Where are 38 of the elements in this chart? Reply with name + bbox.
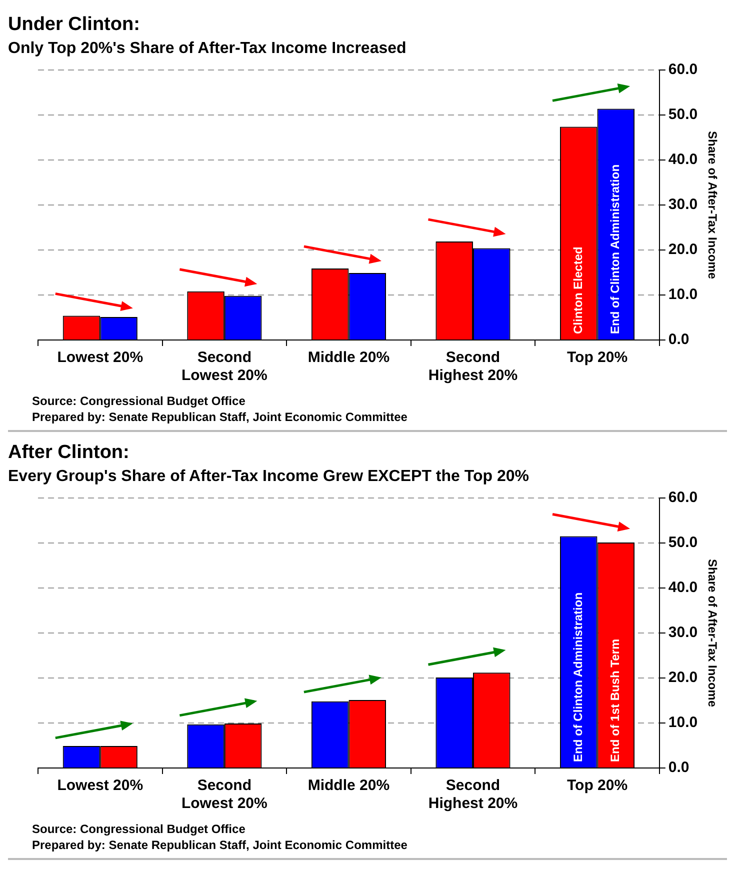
- chart-subtitle: Only Top 20%'s Share of After-Tax Income Increased: [8, 40, 408, 58]
- x-tick-label: Middle 20%: [308, 777, 390, 794]
- series-label: End of 1st Bush Term: [608, 638, 622, 762]
- y-tick-label: 40.0: [668, 151, 698, 168]
- y-tick-label: 10.0: [668, 714, 698, 732]
- y-tick-label: 30.0: [668, 196, 698, 214]
- y-tick-label: 10.0: [668, 286, 698, 304]
- y-tick-label: 50.0: [668, 106, 698, 124]
- y-tick-label: 60.0: [668, 489, 698, 506]
- y-tick-label: 50.0: [668, 534, 698, 552]
- y-axis-title: Share of After-Tax Income: [705, 558, 720, 708]
- x-tick-label: Middle 20%: [308, 349, 390, 366]
- series-label: Clinton Elected: [570, 246, 585, 334]
- chart-subtitle: Every Group's Share of After-Tax Income Grew EXCEPT the Top 20%: [8, 468, 530, 486]
- x-tick-label: Top 20%: [566, 777, 628, 794]
- x-tick-label: Top 20%: [566, 349, 628, 366]
- x-tick-label: Second Highest 20%: [428, 349, 518, 384]
- series-label: End of Clinton Administration: [570, 592, 585, 762]
- source-note: Source: Congressional Budget Office: [32, 822, 246, 836]
- y-tick-label: 0.0: [668, 331, 690, 348]
- text: Prepared by: Senate Republican Staff, Joint Economic Committee: [32, 838, 408, 852]
- source-note: Source: Congressional Budget Office: [32, 394, 246, 408]
- y-tick-label: 40.0: [668, 579, 698, 596]
- y-tick-label: 20.0: [668, 669, 698, 686]
- x-tick-label: Second Lowest 20%: [181, 777, 268, 812]
- y-tick-label: 0.0: [668, 759, 690, 776]
- x-tick-label: Second Lowest 20%: [181, 349, 268, 384]
- series-label: End of Clinton Administration: [608, 164, 622, 334]
- y-tick-label: 60.0: [668, 61, 698, 78]
- y-axis-title: Share of After-Tax Income: [705, 130, 720, 280]
- x-tick-label: Second Highest 20%: [428, 777, 518, 812]
- chart-title: After Clinton:: [8, 442, 130, 464]
- text: Prepared by: Senate Republican Staff, Joint Economic Committee: [32, 410, 408, 424]
- y-tick-label: 30.0: [668, 624, 698, 642]
- chart-title: Under Clinton:: [8, 14, 141, 36]
- x-tick-label: Lowest 20%: [57, 349, 144, 366]
- y-tick-label: 20.0: [668, 241, 698, 258]
- x-tick-label: Lowest 20%: [57, 777, 144, 794]
